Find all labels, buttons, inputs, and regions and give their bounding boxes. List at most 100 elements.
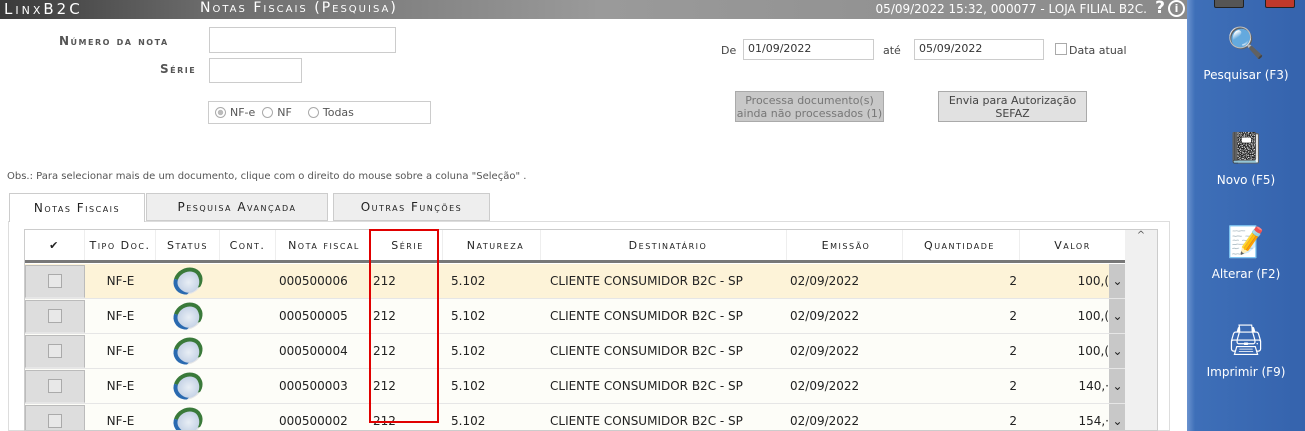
imprimir-button[interactable]: 🖨 Imprimir (F9) [1187,319,1305,380]
minimize-button[interactable] [1214,0,1244,8]
radio-nfe[interactable] [215,107,226,118]
row-checkbox[interactable] [25,299,85,333]
quantidade-cell: 2 [903,334,1020,369]
valor-cell: 100,( [1020,299,1109,334]
col-tipo-doc[interactable]: Tipo Doc. [85,230,156,260]
row-select-cell[interactable] [25,334,85,369]
valor-cell: 140,· [1020,369,1109,404]
data-atual-checkbox[interactable] [1055,43,1067,55]
radio-todas[interactable] [307,107,319,118]
data-atual-label: Data atual [1069,44,1127,57]
grid-header: ✔ Tipo Doc. Status Cont. Nota fiscal Sér… [25,230,1126,263]
row-select-cell[interactable] [25,369,85,404]
col-emissao[interactable]: Emissão [787,230,903,260]
help-icon[interactable]: ? [1155,0,1165,18]
info-icon[interactable]: i [1168,0,1185,17]
emissao-cell: 02/09/2022 [787,369,903,404]
row-select-cell[interactable] [25,404,85,430]
col-serie[interactable]: Série [370,230,443,260]
valor-cell: 100,( [1020,264,1109,299]
col-valor[interactable]: Valor [1020,230,1126,260]
table-row[interactable]: NF-E 000500002 212 5.102 CLIENTE CONSUMI… [25,402,1126,430]
col-selecao[interactable]: ✔ [25,230,85,260]
col-status[interactable]: Status [156,230,220,260]
processa-button[interactable]: Processa documento(s) ainda não processa… [735,91,884,122]
row-checkbox[interactable] [25,334,85,368]
notas-grid: ✔ Tipo Doc. Status Cont. Nota fiscal Sér… [24,229,1158,431]
row-select-cell[interactable] [25,299,85,334]
tab-pesquisa-avancada[interactable]: Pesquisa Avançada [146,193,328,221]
radio-nf[interactable] [262,107,274,118]
row-dropdown-icon[interactable]: ⌄ [1109,264,1126,299]
quantidade-cell: 2 [903,369,1020,404]
row-checkbox[interactable] [25,369,85,403]
radio-nf-label: NF [277,106,292,119]
tipo-doc-cell: NF-E [85,264,156,299]
novo-label: Novo (F5) [1216,173,1276,187]
natureza-cell: 5.102 [443,404,541,430]
natureza-cell: 5.102 [443,299,541,334]
quantidade-cell: 2 [903,264,1020,299]
serie-cell: 212 [370,264,443,299]
close-button[interactable] [1265,0,1295,8]
app-brand: LinxB2C [4,0,83,18]
action-sidebar: 🔍 Pesquisar (F3) 📓 Novo (F5) 📝 Alterar (F2)… [1187,0,1305,431]
row-dropdown-icon[interactable]: ⌄ [1109,334,1126,369]
row-dropdown-icon[interactable]: ⌄ [1109,299,1126,334]
tipo-doc-cell: NF-E [85,404,156,430]
table-row[interactable]: NF-E 000500005 212 5.102 CLIENTE CONSUMI… [25,297,1126,335]
nota-cell: 000500003 [276,369,370,404]
destinatario-cell: CLIENTE CONSUMIDOR B2C - SP [541,404,787,430]
tab-notas-fiscais[interactable]: Notas Fiscais [9,193,145,222]
serie-input[interactable] [209,58,302,83]
row-dropdown-icon[interactable]: ⌄ [1109,369,1126,404]
nfe-status-icon [168,402,208,430]
row-dropdown-icon[interactable]: ⌄ [1109,404,1126,430]
obs-note: Obs.: Para selecionar mais de um documen… [7,171,527,182]
natureza-cell: 5.102 [443,369,541,404]
pesquisar-label: Pesquisar (F3) [1203,68,1289,82]
col-nota-fiscal[interactable]: Nota fiscal [276,230,370,260]
vertical-scrollbar[interactable]: ^ [1125,230,1157,430]
cont-cell [220,369,276,404]
ate-label: até [883,44,901,57]
doc-type-radio-group: NF-e NF Todas [208,101,431,124]
cont-cell [220,299,276,334]
pesquisar-button[interactable]: 🔍 Pesquisar (F3) [1187,22,1305,83]
destinatario-cell: CLIENTE CONSUMIDOR B2C - SP [541,264,787,299]
numero-input[interactable] [209,27,396,53]
nfe-status-icon [168,262,208,300]
row-checkbox[interactable] [25,404,85,430]
emissao-cell: 02/09/2022 [787,404,903,430]
de-date-input[interactable]: 01/09/2022 [743,39,874,60]
nota-cell: 000500006 [276,264,370,299]
natureza-cell: 5.102 [443,334,541,369]
col-destinatario[interactable]: Destinatário [541,230,787,260]
envia-sefaz-button[interactable]: Envia para Autorização SEFAZ [938,91,1087,122]
ate-date-input[interactable]: 05/09/2022 [914,39,1044,60]
novo-button[interactable]: 📓 Novo (F5) [1187,127,1305,188]
alterar-button[interactable]: 📝 Alterar (F2) [1187,221,1305,282]
cont-cell [220,264,276,299]
row-checkbox[interactable] [25,264,85,298]
magnifier-icon: 🔍 [1227,25,1265,61]
imprimir-label: Imprimir (F9) [1206,365,1286,379]
status-cell [156,297,220,335]
col-cont[interactable]: Cont. [220,230,276,260]
quantidade-cell: 2 [903,299,1020,334]
table-row[interactable]: NF-E 000500004 212 5.102 CLIENTE CONSUMI… [25,332,1126,370]
natureza-cell: 5.102 [443,264,541,299]
numero-label: Número da nota [59,34,169,48]
de-label: De [721,44,737,57]
col-natureza[interactable]: Natureza [443,230,541,260]
serie-cell: 212 [370,334,443,369]
row-select-cell[interactable] [25,264,85,299]
table-row[interactable]: NF-E 000500003 212 5.102 CLIENTE CONSUMI… [25,367,1126,405]
table-row[interactable]: NF-E 000500006 212 5.102 CLIENTE CONSUMI… [25,262,1126,300]
emissao-cell: 02/09/2022 [787,264,903,299]
printer-icon: 🖨 [1226,322,1266,358]
tab-outras-funcoes[interactable]: Outras Funções [333,193,490,221]
session-info: 05/09/2022 15:32, 000077 - LOJA FILIAL B… [875,2,1147,16]
col-quantidade[interactable]: Quantidade [903,230,1020,260]
radio-todas-label: Todas [322,106,354,119]
